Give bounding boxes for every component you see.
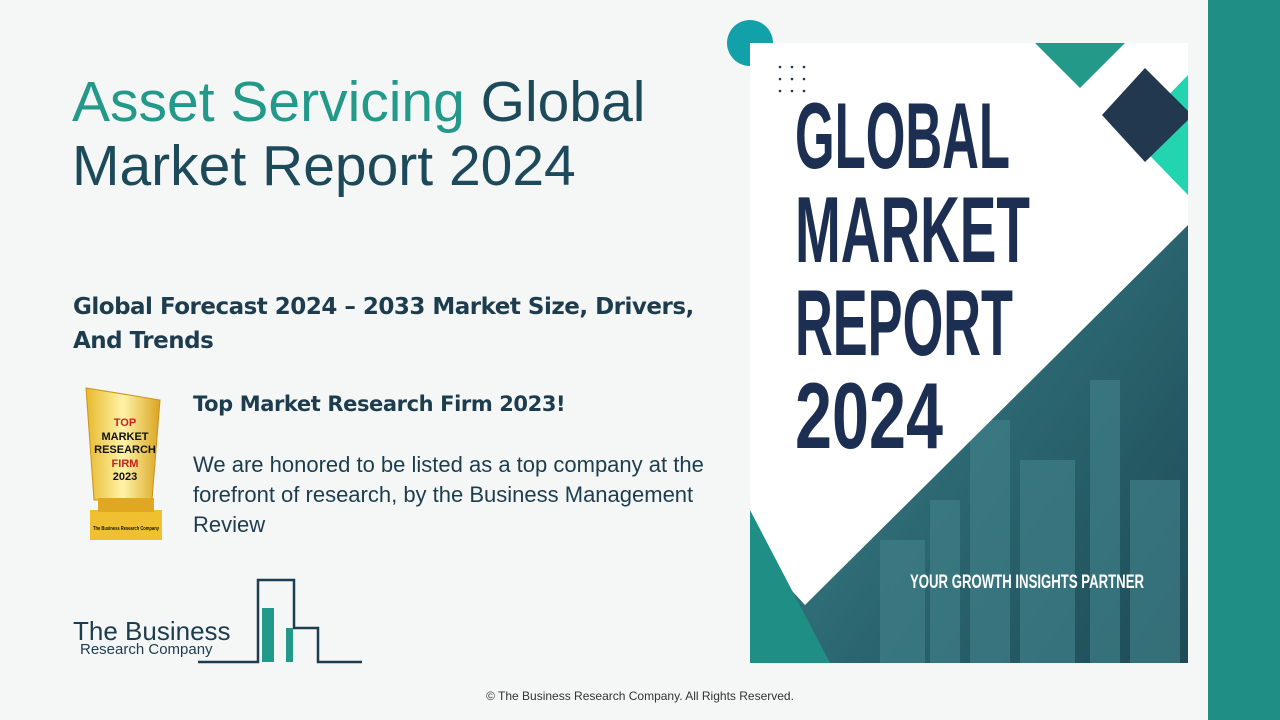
cover-tagline: YOUR GROWTH INSIGHTS PARTNER <box>910 572 1144 593</box>
logo-text: Research Company <box>80 641 213 658</box>
badge-text: FIRM <box>112 458 139 470</box>
award-text: We are honored to be listed as a top com… <box>193 452 704 537</box>
cover-line: REPORT <box>795 270 1013 375</box>
cover-line: GLOBAL <box>795 83 1010 188</box>
buildings <box>880 380 1180 663</box>
cover-triangle <box>1035 43 1125 88</box>
footer: © The Business Research Company. All Rig… <box>486 689 794 703</box>
title: Asset Servicing Global Market Report 202… <box>72 70 722 198</box>
side-stripe <box>1208 0 1280 720</box>
cover-line: MARKET <box>795 177 1030 282</box>
badge-text: The Business Research Company <box>93 526 159 532</box>
badge-text: RESEARCH <box>94 444 156 456</box>
cover-diamond <box>1102 68 1188 162</box>
badge-text: MARKET <box>101 431 148 443</box>
title-highlight: Asset Servicing <box>72 70 465 134</box>
cover-line: 2024 <box>795 363 943 468</box>
subtitle: Global Forecast 2024 – 2033 Market Size,… <box>73 294 694 354</box>
dots <box>778 65 806 93</box>
cover-white <box>750 43 1188 605</box>
award-heading: Top Market Research Firm 2023! <box>193 392 566 416</box>
badge-text: TOP <box>114 417 136 429</box>
logo: The Business Research Company <box>73 578 362 664</box>
cover-triangle <box>750 510 830 663</box>
badge-text: 2023 <box>113 471 137 483</box>
logo-text: The Business <box>73 616 231 646</box>
award-badge: TOP MARKET RESEARCH FIRM 2023 The Busine… <box>85 387 162 540</box>
title-rest: Global Market Report 2024 <box>72 70 646 198</box>
